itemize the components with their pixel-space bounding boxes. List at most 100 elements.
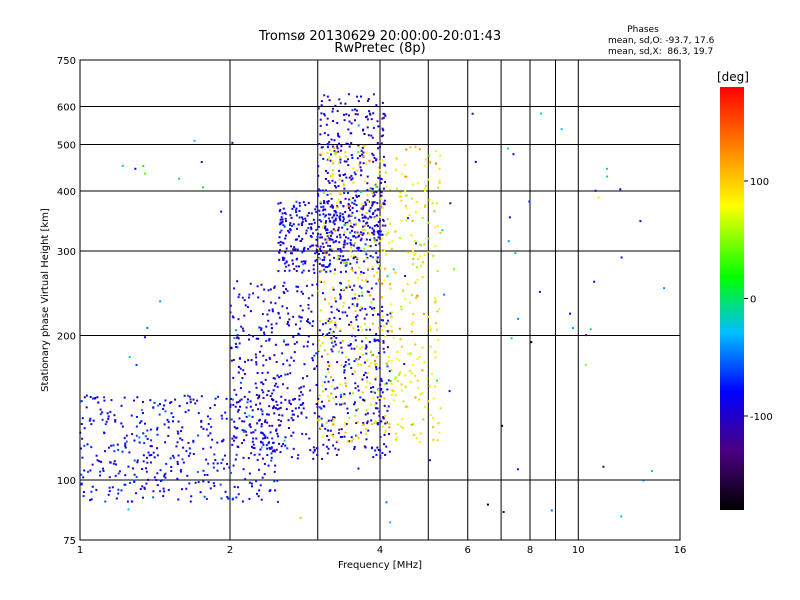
data-point bbox=[101, 467, 104, 470]
data-point bbox=[321, 189, 324, 192]
data-point bbox=[135, 434, 138, 437]
data-point bbox=[438, 431, 441, 434]
data-point bbox=[384, 181, 387, 184]
data-point bbox=[127, 465, 130, 468]
data-point bbox=[125, 434, 128, 437]
data-point bbox=[316, 235, 319, 238]
data-point bbox=[352, 197, 355, 200]
data-point bbox=[273, 480, 276, 483]
data-point bbox=[375, 260, 378, 263]
data-point bbox=[602, 465, 605, 468]
data-point bbox=[385, 382, 388, 385]
data-point bbox=[335, 326, 338, 329]
data-point bbox=[341, 226, 344, 229]
data-point bbox=[341, 311, 344, 314]
data-point bbox=[274, 343, 277, 346]
data-point bbox=[292, 223, 295, 226]
data-point bbox=[284, 436, 287, 439]
data-point bbox=[133, 479, 136, 482]
data-point bbox=[249, 405, 252, 408]
data-point bbox=[315, 383, 318, 386]
data-point bbox=[357, 151, 360, 154]
data-point bbox=[343, 192, 346, 195]
data-point bbox=[176, 441, 179, 444]
data-point bbox=[105, 420, 108, 423]
data-point bbox=[371, 227, 374, 230]
data-point bbox=[350, 243, 353, 246]
data-point bbox=[281, 258, 284, 261]
data-point bbox=[324, 427, 327, 430]
data-point bbox=[324, 177, 327, 180]
data-point bbox=[347, 258, 350, 261]
data-point bbox=[346, 242, 349, 245]
data-point bbox=[327, 370, 330, 373]
data-point bbox=[328, 363, 331, 366]
data-point bbox=[338, 428, 341, 431]
data-point bbox=[192, 398, 195, 401]
data-point bbox=[377, 313, 380, 316]
data-point bbox=[326, 146, 329, 149]
data-point bbox=[261, 457, 264, 460]
data-point bbox=[341, 259, 344, 262]
data-point bbox=[368, 340, 371, 343]
data-point bbox=[92, 419, 95, 422]
data-point bbox=[373, 340, 376, 343]
data-point bbox=[320, 153, 323, 156]
data-point bbox=[291, 262, 294, 265]
data-point bbox=[367, 290, 370, 293]
data-point bbox=[103, 399, 106, 402]
data-point bbox=[281, 383, 284, 386]
data-point bbox=[368, 215, 371, 218]
data-point bbox=[243, 360, 246, 363]
data-point bbox=[320, 417, 323, 420]
data-point bbox=[302, 201, 305, 204]
data-point bbox=[367, 200, 370, 203]
data-point bbox=[279, 244, 282, 247]
data-point bbox=[156, 433, 159, 436]
data-point bbox=[379, 177, 382, 180]
data-point bbox=[381, 233, 384, 236]
data-point bbox=[342, 182, 345, 185]
data-point bbox=[316, 419, 319, 422]
data-point bbox=[229, 403, 232, 406]
data-point bbox=[332, 379, 335, 382]
data-point bbox=[230, 359, 233, 362]
data-point bbox=[362, 228, 365, 231]
data-point bbox=[327, 236, 330, 239]
data-point bbox=[232, 439, 235, 442]
data-point bbox=[390, 393, 393, 396]
data-point bbox=[383, 383, 386, 386]
data-point bbox=[279, 424, 282, 427]
data-point bbox=[427, 178, 430, 181]
data-point bbox=[333, 219, 336, 222]
data-point bbox=[414, 343, 417, 346]
data-point bbox=[339, 192, 342, 195]
data-point bbox=[360, 169, 363, 172]
data-point bbox=[339, 214, 342, 217]
data-point bbox=[373, 194, 376, 197]
data-point bbox=[366, 420, 369, 423]
data-point bbox=[223, 454, 226, 457]
data-point bbox=[297, 235, 300, 238]
data-point bbox=[273, 286, 276, 289]
data-point bbox=[359, 233, 362, 236]
data-point bbox=[348, 285, 351, 288]
data-point bbox=[236, 427, 239, 430]
data-point bbox=[410, 197, 413, 200]
data-point bbox=[404, 163, 407, 166]
data-point bbox=[320, 104, 323, 107]
data-point bbox=[443, 293, 446, 296]
data-point bbox=[298, 387, 301, 390]
data-point bbox=[237, 296, 240, 299]
data-point bbox=[327, 361, 330, 364]
colorbar-gradient bbox=[720, 87, 744, 510]
data-point bbox=[375, 214, 378, 217]
data-point bbox=[639, 220, 642, 223]
data-point bbox=[371, 213, 374, 216]
data-point bbox=[372, 314, 375, 317]
data-point bbox=[357, 100, 360, 103]
data-point bbox=[258, 468, 261, 471]
data-point bbox=[378, 169, 381, 172]
data-point bbox=[416, 379, 419, 382]
data-point bbox=[220, 462, 223, 465]
